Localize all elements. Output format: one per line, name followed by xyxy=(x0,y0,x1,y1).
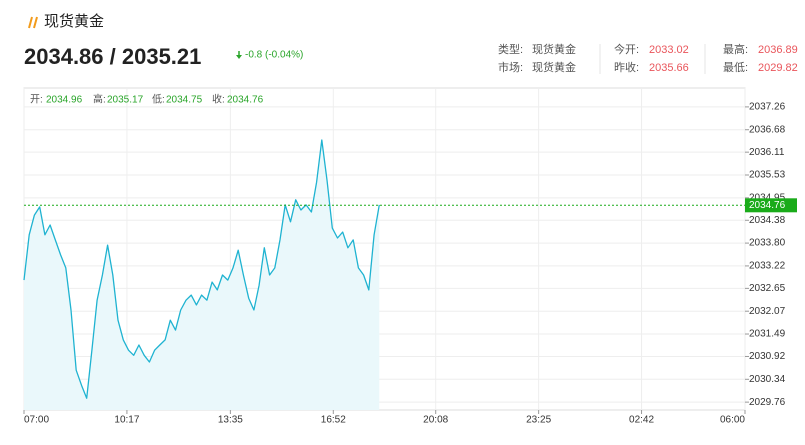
y-tick-label: 2036.68 xyxy=(749,124,786,135)
x-tick-label: 10:17 xyxy=(114,415,139,426)
info-value: 现货黄金 xyxy=(532,42,576,56)
info-value: 2029.82 xyxy=(758,62,798,74)
x-tick-label: 06:00 xyxy=(720,415,745,426)
y-tick-label: 2037.26 xyxy=(749,102,786,113)
y-tick-label: 2032.07 xyxy=(749,306,786,317)
info-value: 2033.02 xyxy=(649,44,689,56)
y-tick-label: 2033.80 xyxy=(749,238,786,249)
ohlc-value: 2034.75 xyxy=(166,95,203,106)
ohlc-value: 2034.96 xyxy=(46,95,83,106)
x-tick-label: 20:08 xyxy=(423,415,448,426)
plot xyxy=(23,88,746,410)
down-arrow xyxy=(236,51,242,59)
ohlc-label: 低: xyxy=(152,93,165,106)
x-tick-label: 16:52 xyxy=(321,415,346,426)
ohlc-label: 高: xyxy=(93,93,106,106)
x-tick-label: 23:25 xyxy=(526,415,551,426)
y-tick-label: 2034.95 xyxy=(749,192,786,203)
title-icon xyxy=(28,16,38,29)
y-tick-label: 2033.22 xyxy=(749,261,786,272)
x-tick-label: 07:00 xyxy=(24,415,49,426)
x-tick-label: 13:35 xyxy=(218,415,243,426)
info-value: 2035.66 xyxy=(649,62,689,74)
ohlc-label: 开: xyxy=(30,95,43,106)
last-price-box xyxy=(745,198,797,213)
info-label: 类型: xyxy=(498,42,523,56)
info-value: 现货黄金 xyxy=(532,60,576,74)
last-price-label: 2034.76 xyxy=(749,200,786,211)
y-tick-label: 2031.49 xyxy=(749,329,786,340)
y-tick-label: 2032.65 xyxy=(749,283,786,294)
area xyxy=(24,140,380,410)
change: -0.8 (-0.04%) xyxy=(245,50,303,61)
y-tick-label: 2029.76 xyxy=(749,397,786,408)
line xyxy=(23,139,380,399)
ohlc-label: 收: xyxy=(212,93,225,106)
info-value: 2036.89 xyxy=(758,44,798,56)
info-label: 市场: xyxy=(498,60,523,74)
price: 2034.86 / 2035.21 xyxy=(24,44,201,69)
y-tick-label: 2030.34 xyxy=(749,374,786,385)
info-label: 今开: xyxy=(614,42,639,56)
x-tick-label: 02:42 xyxy=(629,415,654,426)
info-label: 昨收: xyxy=(614,60,639,74)
y-tick-label: 2034.38 xyxy=(749,215,786,226)
title: 现货黄金 xyxy=(44,13,104,30)
info-label: 最低: xyxy=(723,61,748,74)
ohlc-value: 2034.76 xyxy=(227,95,264,106)
y-tick-label: 2035.53 xyxy=(749,170,786,181)
y-tick-label: 2036.11 xyxy=(749,147,785,158)
info-label: 最高: xyxy=(723,42,748,56)
y-tick-label: 2030.92 xyxy=(749,351,786,362)
ohlc-value: 2035.17 xyxy=(107,95,144,106)
